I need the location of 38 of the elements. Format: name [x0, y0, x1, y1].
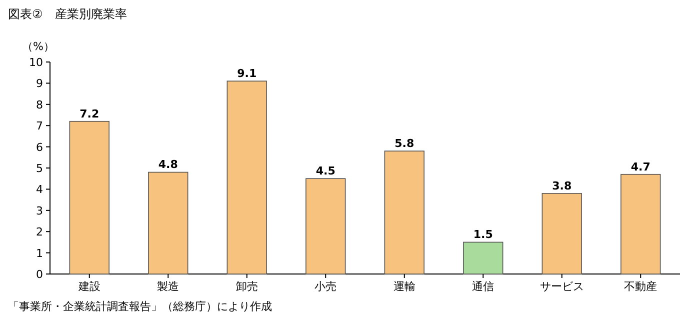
bar [384, 150, 424, 274]
x-tick-label: 通信 [472, 280, 494, 293]
data-label: 4.5 [316, 164, 336, 178]
chart-title: 図表② 産業別廃業率 [8, 7, 127, 21]
y-tick-label: 9 [36, 77, 43, 90]
text: 「事業所・企業統計調査報告」（総務庁）により作成 [8, 300, 272, 313]
x-tick-label: 不動産 [624, 280, 658, 293]
y-tick-label: 0 [36, 268, 43, 281]
bar [542, 193, 582, 274]
bar [620, 174, 661, 274]
y-axis-title: （%） [22, 40, 54, 53]
bar [69, 120, 110, 274]
x-tick-label: 小売 [314, 280, 337, 293]
y-tick-label: 6 [36, 140, 43, 154]
data-label: 7.2 [80, 107, 100, 120]
x-tick-label: 建設 [77, 280, 100, 293]
y-tick-label: 5 [36, 162, 43, 175]
data-label: 9.1 [237, 67, 257, 80]
bar [148, 172, 188, 274]
data-label: 4.8 [158, 158, 178, 172]
data-label: 5.8 [394, 137, 414, 150]
x-tick-label: 運輸 [393, 280, 416, 293]
y-tick-label: 8 [36, 98, 43, 112]
data-label: 4.7 [630, 160, 650, 174]
data-label: 1.5 [473, 228, 493, 242]
y-tick-label: 4 [36, 183, 43, 196]
y-tick-label: 3 [36, 204, 43, 218]
bar [306, 178, 346, 274]
bar [463, 242, 504, 274]
y-tick-label: 1 [36, 246, 43, 260]
bar [226, 80, 267, 274]
x-tick-label: 卸売 [236, 280, 258, 293]
x-tick-label: サービス [540, 280, 584, 293]
y-tick-label: 2 [36, 226, 43, 239]
x-tick-label: 製造 [157, 280, 180, 293]
data-label: 3.8 [552, 179, 572, 192]
y-tick-label: 7 [36, 120, 43, 133]
y-tick-label: 10 [29, 56, 43, 69]
